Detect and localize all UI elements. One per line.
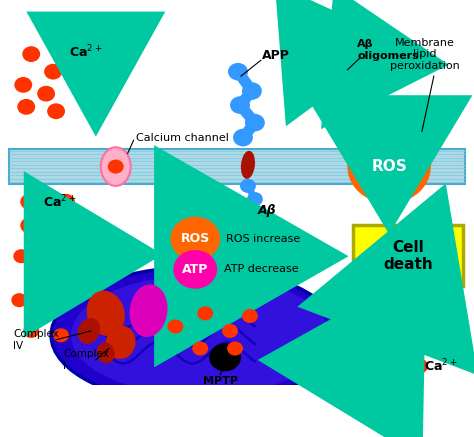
Ellipse shape — [78, 318, 100, 344]
Ellipse shape — [129, 284, 167, 337]
Ellipse shape — [97, 343, 115, 364]
Circle shape — [245, 114, 265, 132]
Circle shape — [57, 194, 75, 210]
Circle shape — [347, 130, 431, 204]
Circle shape — [47, 103, 65, 119]
Circle shape — [242, 82, 262, 100]
Circle shape — [48, 302, 64, 316]
Circle shape — [228, 63, 248, 80]
Circle shape — [20, 218, 38, 233]
Text: Ca$^{2+}$: Ca$^{2+}$ — [43, 194, 76, 210]
Ellipse shape — [370, 273, 392, 288]
Circle shape — [192, 341, 208, 356]
Ellipse shape — [319, 62, 340, 77]
Circle shape — [17, 99, 35, 115]
Circle shape — [20, 194, 38, 210]
Circle shape — [13, 249, 29, 263]
Circle shape — [410, 358, 428, 374]
Ellipse shape — [348, 284, 371, 299]
Circle shape — [44, 64, 62, 80]
Text: Aβ: Aβ — [258, 204, 276, 217]
Text: APP: APP — [262, 49, 290, 62]
Text: Complex
IV: Complex IV — [13, 329, 59, 350]
Circle shape — [11, 293, 27, 307]
Text: ROS increase: ROS increase — [226, 234, 301, 244]
Circle shape — [37, 86, 55, 101]
Text: Aβ
oligomers: Aβ oligomers — [357, 39, 419, 60]
Ellipse shape — [51, 267, 339, 403]
Circle shape — [22, 46, 40, 62]
Circle shape — [170, 217, 220, 260]
Circle shape — [209, 343, 241, 371]
Circle shape — [197, 306, 213, 320]
Circle shape — [167, 319, 183, 333]
Circle shape — [233, 129, 253, 146]
Circle shape — [380, 364, 398, 380]
Text: ROS: ROS — [181, 232, 210, 245]
Text: MPTP: MPTP — [202, 376, 237, 386]
Circle shape — [38, 267, 54, 281]
Circle shape — [53, 328, 69, 342]
Ellipse shape — [353, 300, 376, 315]
Text: ATP decrease: ATP decrease — [224, 264, 299, 274]
Circle shape — [23, 324, 39, 338]
Text: Complex
I: Complex I — [63, 349, 109, 371]
Bar — [9, 149, 465, 184]
Ellipse shape — [241, 151, 255, 179]
Circle shape — [230, 96, 250, 114]
Circle shape — [227, 341, 243, 356]
Circle shape — [108, 160, 124, 173]
Circle shape — [173, 250, 217, 289]
Ellipse shape — [337, 78, 358, 92]
Text: ROS: ROS — [371, 159, 407, 174]
Circle shape — [247, 192, 263, 206]
Circle shape — [52, 42, 70, 58]
Text: Membrane
lipid
peroxidation: Membrane lipid peroxidation — [390, 38, 460, 71]
Circle shape — [240, 179, 256, 193]
Text: Ca$^{2+}$: Ca$^{2+}$ — [69, 44, 102, 61]
Ellipse shape — [307, 89, 328, 104]
Ellipse shape — [71, 275, 329, 395]
Circle shape — [407, 133, 427, 151]
Circle shape — [242, 309, 258, 323]
Text: Ca$^{2+}$: Ca$^{2+}$ — [424, 358, 457, 375]
Ellipse shape — [383, 295, 406, 309]
Circle shape — [395, 340, 413, 357]
Text: Cell
death: Cell death — [383, 240, 433, 272]
Text: Calcium channel: Calcium channel — [136, 132, 228, 142]
Circle shape — [222, 324, 238, 338]
Circle shape — [14, 77, 32, 93]
Circle shape — [370, 349, 388, 365]
Ellipse shape — [101, 147, 131, 186]
FancyBboxPatch shape — [353, 225, 463, 286]
Ellipse shape — [87, 291, 125, 336]
Text: ATP: ATP — [182, 263, 209, 276]
Ellipse shape — [349, 60, 370, 75]
Ellipse shape — [106, 326, 136, 359]
